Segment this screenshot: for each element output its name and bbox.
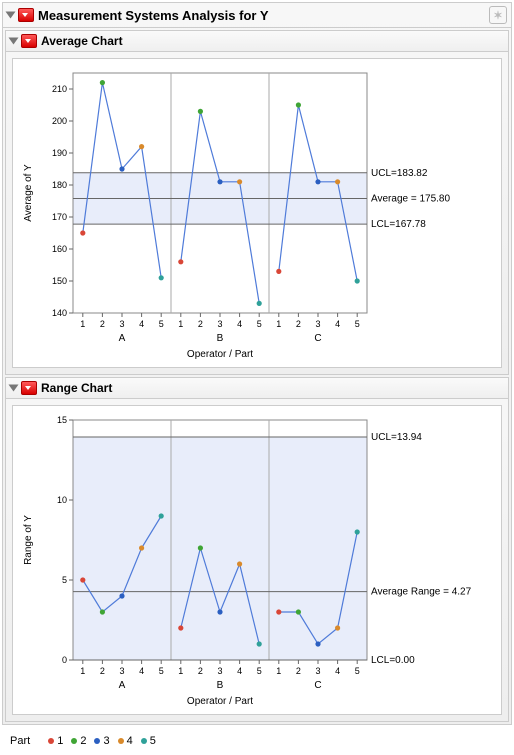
svg-text:10: 10 bbox=[57, 495, 67, 505]
svg-text:4: 4 bbox=[139, 319, 144, 329]
sub-title: Range Chart bbox=[41, 381, 112, 395]
svg-text:C: C bbox=[314, 333, 321, 344]
svg-text:5: 5 bbox=[257, 319, 262, 329]
legend-dot-icon bbox=[141, 738, 147, 744]
sub-title: Average Chart bbox=[41, 34, 123, 48]
svg-text:LCL=167.78: LCL=167.78 bbox=[371, 219, 426, 230]
svg-text:C: C bbox=[314, 680, 321, 691]
chart-svg: UCL=183.82 Average = 175.80 LCL=167.78 140 1… bbox=[17, 63, 487, 363]
legend-label: Part bbox=[10, 735, 30, 747]
svg-text:3: 3 bbox=[217, 666, 222, 676]
legend-item: 4 bbox=[110, 735, 133, 747]
svg-text:140: 140 bbox=[52, 308, 67, 318]
svg-text:210: 210 bbox=[52, 84, 67, 94]
legend-item: 3 bbox=[86, 735, 109, 747]
legend-dot-icon bbox=[94, 738, 100, 744]
svg-text:2: 2 bbox=[100, 666, 105, 676]
svg-text:0: 0 bbox=[62, 655, 67, 665]
svg-text:3: 3 bbox=[315, 319, 320, 329]
svg-text:4: 4 bbox=[237, 666, 242, 676]
svg-text:LCL=0.00: LCL=0.00 bbox=[371, 655, 415, 666]
svg-text:2: 2 bbox=[198, 666, 203, 676]
legend-dot-icon bbox=[48, 738, 54, 744]
svg-text:5: 5 bbox=[257, 666, 262, 676]
sub-panel-avg: Average Chart UCL=183.82 Average = 175.80… bbox=[5, 30, 509, 375]
svg-text:B: B bbox=[217, 680, 224, 691]
svg-text:1: 1 bbox=[276, 666, 281, 676]
svg-text:3: 3 bbox=[315, 666, 320, 676]
menu-button[interactable] bbox=[21, 381, 37, 395]
svg-text:1: 1 bbox=[80, 666, 85, 676]
svg-text:2: 2 bbox=[100, 319, 105, 329]
chart-svg: UCL=13.94 Average Range = 4.27 LCL=0.00 0 5 1… bbox=[17, 410, 487, 710]
svg-text:3: 3 bbox=[217, 319, 222, 329]
svg-text:UCL=13.94: UCL=13.94 bbox=[371, 432, 422, 443]
svg-text:UCL=183.82: UCL=183.82 bbox=[371, 168, 428, 179]
disclosure-icon[interactable] bbox=[6, 12, 16, 19]
svg-text:190: 190 bbox=[52, 148, 67, 158]
legend-item: 2 bbox=[63, 735, 86, 747]
svg-text:B: B bbox=[217, 333, 224, 344]
svg-text:A: A bbox=[119, 680, 126, 691]
svg-text:4: 4 bbox=[237, 319, 242, 329]
svg-text:3: 3 bbox=[119, 666, 124, 676]
disclosure-icon[interactable] bbox=[9, 38, 19, 45]
legend-item: 1 bbox=[40, 735, 63, 747]
svg-text:150: 150 bbox=[52, 276, 67, 286]
svg-text:Operator / Part: Operator / Part bbox=[187, 696, 253, 707]
svg-text:Average = 175.80: Average = 175.80 bbox=[371, 193, 450, 204]
svg-text:3: 3 bbox=[119, 319, 124, 329]
svg-text:4: 4 bbox=[139, 666, 144, 676]
svg-text:4: 4 bbox=[335, 666, 340, 676]
svg-text:Average Range = 4.27: Average Range = 4.27 bbox=[371, 587, 472, 598]
main-header: Measurement Systems Analysis for Y ✶ bbox=[3, 3, 511, 28]
svg-text:180: 180 bbox=[52, 180, 67, 190]
svg-text:4: 4 bbox=[335, 319, 340, 329]
menu-button[interactable] bbox=[21, 34, 37, 48]
legend-item: 5 bbox=[133, 735, 156, 747]
svg-text:170: 170 bbox=[52, 212, 67, 222]
svg-text:160: 160 bbox=[52, 244, 67, 254]
main-panel: Measurement Systems Analysis for Y ✶ Ave… bbox=[2, 2, 512, 725]
sub-header-rng: Range Chart bbox=[6, 378, 508, 399]
svg-text:2: 2 bbox=[198, 319, 203, 329]
svg-text:2: 2 bbox=[296, 666, 301, 676]
sub-panel-rng: Range Chart UCL=13.94 Average Range = 4.2… bbox=[5, 377, 509, 722]
svg-text:Operator / Part: Operator / Part bbox=[187, 349, 253, 360]
menu-button[interactable] bbox=[18, 8, 34, 22]
svg-text:5: 5 bbox=[62, 575, 67, 585]
legend-dot-icon bbox=[118, 738, 124, 744]
legend-dot-icon bbox=[71, 738, 77, 744]
svg-text:15: 15 bbox=[57, 415, 67, 425]
svg-text:1: 1 bbox=[178, 666, 183, 676]
svg-text:5: 5 bbox=[355, 666, 360, 676]
svg-text:A: A bbox=[119, 333, 126, 344]
svg-text:1: 1 bbox=[276, 319, 281, 329]
svg-text:5: 5 bbox=[355, 319, 360, 329]
svg-text:Average of Y: Average of Y bbox=[23, 164, 34, 222]
svg-text:Range of Y: Range of Y bbox=[23, 515, 34, 565]
svg-text:5: 5 bbox=[159, 666, 164, 676]
chart-rng: UCL=13.94 Average Range = 4.27 LCL=0.00 0 5 1… bbox=[12, 405, 502, 715]
svg-text:5: 5 bbox=[159, 319, 164, 329]
svg-text:1: 1 bbox=[80, 319, 85, 329]
chart-avg: UCL=183.82 Average = 175.80 LCL=167.78 140 1… bbox=[12, 58, 502, 368]
options-button[interactable]: ✶ bbox=[489, 6, 507, 24]
disclosure-icon[interactable] bbox=[9, 385, 19, 392]
svg-text:1: 1 bbox=[178, 319, 183, 329]
svg-text:2: 2 bbox=[296, 319, 301, 329]
legend: Part 12345 bbox=[0, 727, 514, 755]
main-title: Measurement Systems Analysis for Y bbox=[38, 8, 269, 23]
svg-text:200: 200 bbox=[52, 116, 67, 126]
sub-header-avg: Average Chart bbox=[6, 31, 508, 52]
